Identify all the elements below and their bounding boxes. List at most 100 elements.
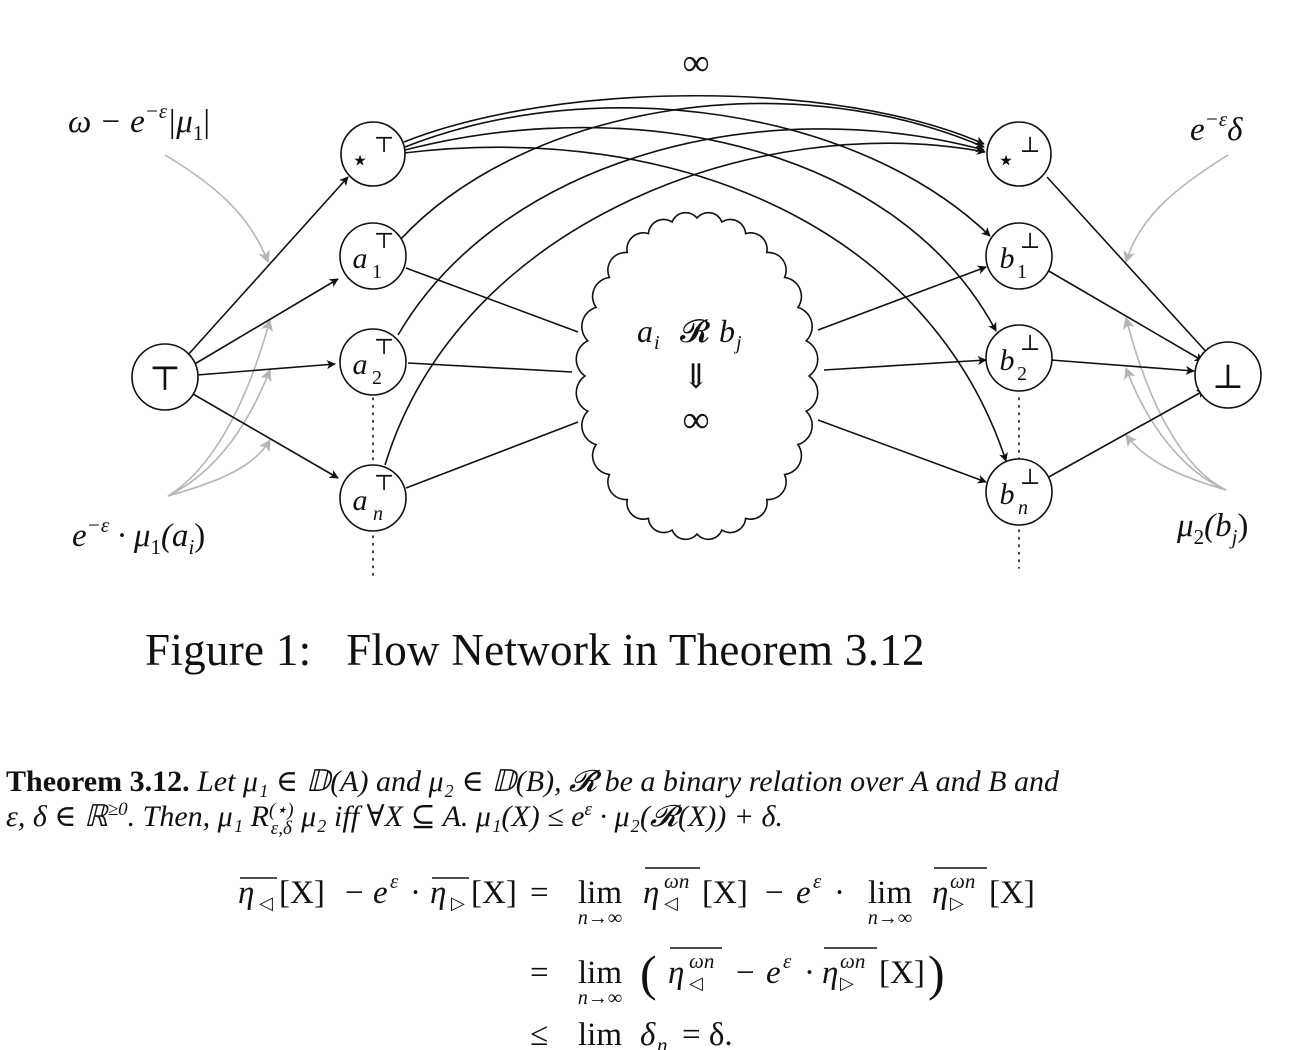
theorem-statement-1: Let μ₁ ∈ 𝔻(A) and μ₂ ∈ 𝔻(B), 𝓡̂ be a bin… — [197, 765, 1059, 798]
svg-text:ε: ε — [813, 869, 822, 893]
svg-text:ωn: ωn — [664, 869, 689, 893]
cloud-b-sub: j — [733, 332, 742, 354]
svg-text:η: η — [430, 875, 446, 911]
a2-letter: a — [353, 348, 368, 381]
svg-text:[X]: [X] — [879, 955, 925, 991]
svg-text:e: e — [373, 875, 388, 911]
a2-node: a ⊤ 2 — [339, 328, 407, 396]
svg-text:η: η — [932, 875, 948, 911]
equation-block: η ◁ [X] − e ε · η ▷ [X] = lim n→∞ η ◁ ωn… — [238, 867, 1035, 1050]
b2-sup: ⊥ — [1020, 330, 1041, 355]
svg-text:◁: ◁ — [664, 893, 678, 913]
svg-text:ωn: ωn — [950, 869, 975, 893]
svg-text:n→∞: n→∞ — [578, 907, 622, 929]
svg-text:e−εδ: e−εδ — [1190, 107, 1243, 148]
a1-node: a ⊤ 1 — [339, 222, 407, 290]
svg-text:=: = — [530, 875, 549, 911]
cloud-a-sub: i — [654, 332, 660, 354]
bn-node: b ⊥ n — [985, 458, 1053, 526]
cloud-implies: ⇓ — [682, 359, 711, 396]
b1-sup: ⊥ — [1020, 228, 1041, 253]
b2-sub: 2 — [1017, 363, 1027, 385]
svg-text:≤: ≤ — [530, 1017, 548, 1050]
theorem-line-1: Theorem 3.12. Let μ₁ ∈ 𝔻(A) and μ₂ ∈ 𝔻(B… — [6, 764, 1316, 799]
sink-label: ⊥ — [1212, 359, 1244, 396]
a1-sup: ⊤ — [374, 228, 395, 253]
an-sup: ⊤ — [374, 470, 395, 495]
b2-node: b ⊥ 2 — [985, 324, 1053, 392]
svg-text:▷: ▷ — [950, 893, 964, 913]
star-bottom-node: ⋆ ⊥ — [986, 121, 1052, 187]
svg-text:ω − e−ε|μ1|: ω − e−ε|μ1| — [68, 99, 210, 145]
svg-text:·: · — [410, 875, 421, 911]
a1-sub: 1 — [372, 261, 382, 283]
an-sub: n — [373, 503, 383, 525]
svg-text:η: η — [238, 875, 254, 911]
svg-text:lim: lim — [868, 875, 912, 911]
svg-text:[X]: [X] — [471, 875, 517, 911]
svg-text:−: − — [765, 875, 784, 911]
svg-text:η: η — [643, 875, 659, 911]
svg-text:◁: ◁ — [259, 893, 273, 913]
cloud-relation: 𝓡 — [680, 313, 710, 349]
svg-text:e: e — [796, 875, 811, 911]
svg-text:e: e — [766, 955, 781, 991]
bottom-left-label: e−ε · μ1(ai) — [72, 513, 205, 559]
svg-text:μ2(bj): μ2(bj) — [1176, 508, 1248, 549]
cloud-text: a i 𝓡 b j ⇓ ∞ — [637, 313, 742, 441]
figure-caption: Figure 1: Flow Network in Theorem 3.12 — [145, 624, 925, 676]
svg-text:lim: lim — [578, 955, 622, 991]
cloud-b: b — [719, 313, 735, 349]
b2-letter: b — [1000, 344, 1015, 377]
flow-network-diagram: ⊤ ⊥ ⋆ ⊤ a ⊤ 1 a ⊤ 2 a ⊤ n ⋆ ⊥ b ⊥ 1 b — [68, 42, 1262, 576]
svg-text:[X]: [X] — [989, 875, 1035, 911]
bottom-right-label: μ2(bj) — [1176, 508, 1248, 549]
svg-text:−: − — [345, 875, 364, 911]
svg-text:η: η — [668, 955, 684, 991]
flow-edges — [186, 94, 1211, 576]
bn-letter: b — [1000, 478, 1015, 511]
svg-text:ωn: ωn — [689, 949, 714, 973]
figure-title: Flow Network in Theorem 3.12 — [346, 625, 925, 675]
gray-annotation-arrows — [164, 154, 1229, 497]
b1-node: b ⊥ 1 — [985, 222, 1053, 290]
top-infinity-label: ∞ — [682, 42, 709, 84]
svg-text:= δ.: = δ. — [682, 1017, 733, 1050]
svg-text:[X]: [X] — [279, 875, 325, 911]
b1-letter: b — [1000, 242, 1015, 275]
sink-node: ⊥ — [1194, 341, 1262, 409]
theorem-block: Theorem 3.12. Let μ₁ ∈ 𝔻(A) and μ₂ ∈ 𝔻(B… — [6, 764, 1316, 837]
svg-text:ωn: ωn — [840, 949, 865, 973]
star-top-sup: ⊤ — [374, 132, 395, 157]
svg-text:(: ( — [640, 945, 657, 1001]
top-left-label: ω − e−ε|μ1| — [68, 99, 210, 145]
svg-text:e−ε · μ1(ai): e−ε · μ1(ai) — [72, 513, 205, 559]
figure-number: Figure 1: — [145, 625, 312, 675]
bn-sup: ⊥ — [1020, 464, 1041, 489]
top-right-label: e−εδ — [1190, 107, 1243, 148]
source-label: ⊤ — [149, 361, 181, 398]
svg-text:lim: lim — [578, 875, 622, 911]
star-bottom-label: ⋆ — [997, 144, 1016, 177]
an-node: a ⊤ n — [339, 464, 407, 532]
a1-letter: a — [353, 242, 368, 275]
theorem-title: Theorem 3.12. — [6, 765, 190, 798]
star-top-label: ⋆ — [351, 144, 370, 177]
svg-text:·: · — [804, 955, 815, 991]
svg-text:=: = — [530, 955, 549, 991]
svg-text:−: − — [736, 955, 755, 991]
relation-cloud — [575, 211, 819, 541]
svg-text:n→∞: n→∞ — [868, 907, 912, 929]
a2-sub: 2 — [372, 367, 382, 389]
cloud-infinity: ∞ — [682, 399, 709, 441]
svg-text:ε: ε — [783, 949, 792, 973]
source-node: ⊤ — [131, 343, 199, 411]
svg-text:·: · — [834, 875, 845, 911]
equation-row-1: η ◁ [X] − e ε · η ▷ [X] = lim n→∞ η ◁ ωn… — [238, 867, 1035, 929]
theorem-line-2: ε, δ ∈ ℝ≥0. Then, μ₁ R (⋆) ε,δ μ₂ iff ∀X ⊆… — [6, 799, 783, 837]
an-letter: a — [353, 484, 368, 517]
star-bottom-sup: ⊥ — [1020, 132, 1041, 157]
equation-row-3: ≤ lim δ n = δ. — [530, 1017, 733, 1050]
svg-text:η: η — [822, 955, 838, 991]
svg-text:lim: lim — [578, 1017, 622, 1050]
